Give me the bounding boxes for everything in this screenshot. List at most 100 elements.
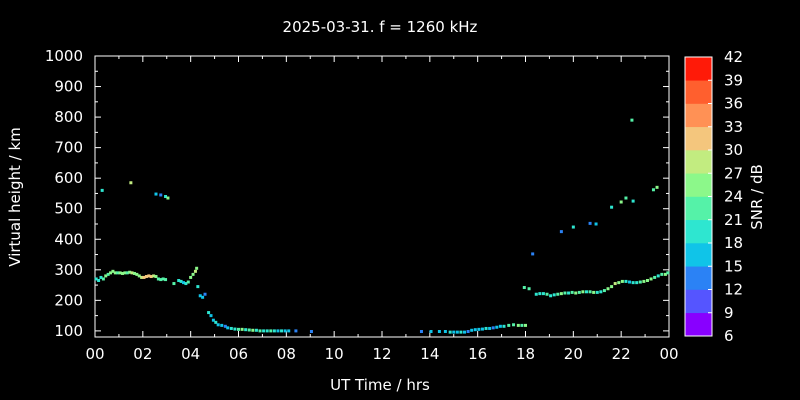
data-point [645, 278, 649, 282]
data-point [581, 290, 585, 294]
chart-title: 2025-03-31. f = 1260 kHz [283, 18, 478, 36]
data-point [437, 330, 441, 334]
data-point [656, 274, 660, 278]
data-point [595, 290, 599, 294]
data-point [484, 326, 488, 330]
data-point [94, 277, 98, 281]
colorbar-tick-label: 39 [724, 71, 743, 89]
data-point [130, 271, 134, 275]
data-point [116, 271, 120, 275]
data-point [152, 274, 156, 278]
data-point [613, 282, 617, 286]
data-point [283, 329, 287, 333]
data-point [179, 279, 183, 283]
data-point [196, 285, 200, 289]
data-point [594, 222, 598, 226]
colorbar-segment [685, 312, 712, 337]
data-point [154, 275, 158, 279]
data-point [156, 277, 160, 281]
data-point [251, 328, 255, 332]
data-point [121, 271, 125, 275]
data-point [99, 275, 103, 279]
data-point [606, 287, 610, 291]
data-point [651, 188, 655, 192]
y-tick-label: 300 [54, 261, 83, 279]
data-point [556, 292, 560, 296]
data-point [164, 195, 168, 198]
x-tick-label: 00 [85, 345, 104, 363]
y-tick-label: 700 [54, 139, 83, 157]
colorbar-tick-label: 42 [724, 48, 743, 66]
data-point [563, 291, 567, 295]
data-point [571, 225, 575, 229]
data-point [507, 323, 511, 327]
y-tick-label: 1000 [45, 47, 83, 65]
data-point [642, 279, 646, 283]
data-point [567, 291, 571, 295]
data-point [527, 287, 531, 291]
data-point [181, 281, 185, 285]
data-point [522, 286, 526, 290]
data-point [559, 230, 563, 234]
data-point [129, 181, 133, 185]
colorbar-segment [685, 57, 712, 81]
data-point [201, 295, 205, 299]
data-points [94, 118, 670, 334]
data-point [272, 329, 276, 333]
data-point [216, 323, 220, 327]
colorbar-tick-label: 30 [724, 141, 743, 159]
data-point [109, 271, 113, 275]
data-point [480, 327, 484, 331]
data-point [660, 272, 664, 276]
data-point [240, 327, 244, 331]
data-point [159, 193, 163, 197]
colorbar-tick-label: 21 [724, 211, 743, 229]
x-tick-label: 00 [659, 345, 678, 363]
colorbar-segment [685, 80, 712, 104]
x-tick-label: 20 [564, 345, 583, 363]
data-point [280, 329, 284, 333]
data-point [191, 272, 195, 276]
colorbar-segment [685, 196, 712, 221]
data-point [649, 277, 653, 281]
data-point [455, 330, 459, 334]
colorbar-segment [685, 219, 712, 244]
data-point [100, 188, 104, 192]
data-point [631, 199, 635, 203]
y-tick-label: 900 [54, 78, 83, 96]
colorbar-tick-label: 18 [724, 234, 743, 252]
data-point [123, 271, 127, 275]
y-tick-label: 500 [54, 200, 83, 218]
data-point [602, 289, 606, 293]
data-point [247, 328, 251, 332]
x-tick-label: 04 [181, 345, 200, 363]
colorbar-tick-label: 33 [724, 118, 743, 136]
data-point [620, 279, 624, 283]
data-point [111, 269, 115, 273]
x-axis-label: UT Time / hrs [330, 376, 430, 394]
data-point [132, 271, 136, 275]
x-tick-label: 14 [420, 345, 439, 363]
data-point [203, 292, 207, 296]
data-point [211, 318, 215, 322]
data-point [473, 328, 477, 332]
data-point [541, 292, 545, 296]
data-point [559, 292, 563, 296]
data-point [149, 275, 153, 279]
data-point [459, 330, 463, 334]
data-point [276, 329, 280, 333]
data-point [577, 290, 581, 294]
data-point [624, 196, 628, 200]
data-point [104, 274, 108, 278]
y-axis-label: Virtual height / km [6, 127, 24, 266]
data-point [147, 274, 151, 278]
data-point [655, 185, 659, 189]
y-tick-label: 400 [54, 230, 83, 248]
data-point [538, 292, 542, 296]
data-point [502, 324, 506, 328]
data-point [265, 329, 269, 333]
data-point [144, 275, 148, 279]
data-point [184, 282, 188, 286]
data-point [309, 330, 313, 334]
data-point [466, 330, 470, 334]
